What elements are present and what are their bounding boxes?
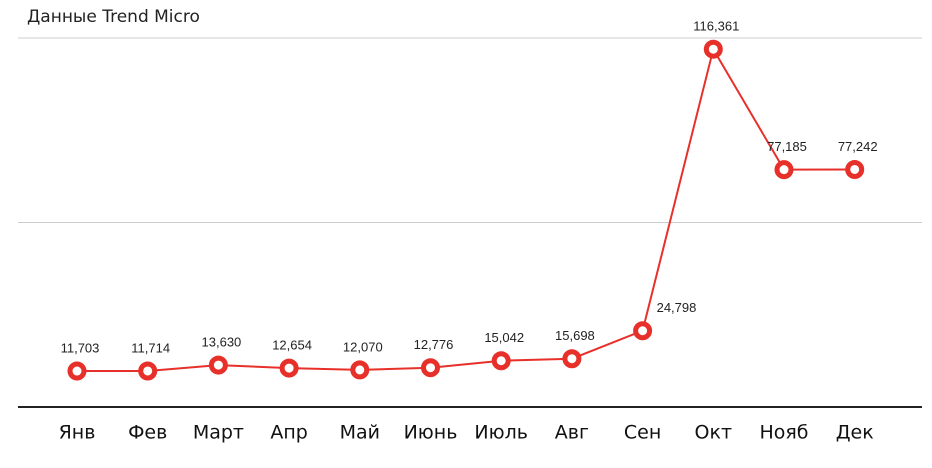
data-label: 24,798: [657, 300, 697, 315]
point: [845, 159, 865, 179]
data-label: 15,042: [484, 330, 524, 345]
line: [76, 46, 855, 373]
x-tick-label: Сен: [624, 422, 661, 444]
data-label: 13,630: [202, 335, 242, 350]
x-tick-label: Июль: [474, 422, 528, 444]
x-tick-label: Апр: [270, 422, 307, 444]
point: [350, 360, 370, 380]
data-label: 77,242: [838, 139, 878, 154]
chart-title: Данные Trend Micro: [27, 7, 200, 27]
x-tick-label: Нояб: [759, 422, 808, 444]
data-label: 116,361: [693, 19, 739, 34]
point: [703, 39, 723, 59]
data-label: 11,703: [61, 340, 100, 355]
x-tick-label: Фев: [128, 422, 167, 444]
data-label: 77,185: [767, 139, 807, 154]
point: [421, 358, 440, 378]
point: [279, 358, 299, 378]
data-label: 15,698: [555, 328, 595, 343]
x-tick-label: Июнь: [404, 422, 458, 444]
data-label: 12,776: [414, 337, 454, 352]
x-tick-label: Окт: [695, 422, 733, 444]
x-tick-label: Авг: [555, 422, 589, 444]
point: [491, 351, 511, 371]
point: [774, 160, 794, 180]
x-tick-label: Дек: [836, 422, 874, 444]
x-tick-label: Янв: [59, 422, 96, 444]
point: [138, 361, 158, 381]
point: [633, 321, 653, 341]
point: [67, 361, 87, 381]
x-tick-label: Май: [340, 422, 380, 444]
x-tick-label: Март: [193, 422, 244, 444]
data-label: 12,070: [343, 339, 383, 354]
data-label: 11,714: [131, 340, 170, 355]
point: [562, 349, 582, 369]
point: [208, 355, 228, 375]
data-label: 12,654: [272, 338, 312, 353]
